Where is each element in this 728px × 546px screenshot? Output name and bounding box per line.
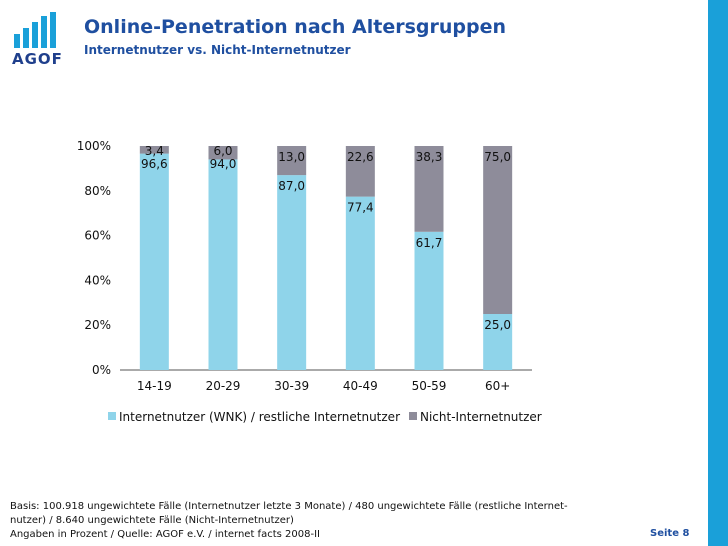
data-label-non-users: 38,3 — [416, 150, 443, 164]
bar-segment — [277, 146, 307, 176]
page-number: Seite 8 — [650, 528, 690, 539]
data-label-non-users: 75,0 — [484, 150, 511, 164]
data-label-non-users: 22,6 — [347, 150, 374, 164]
bar-segment — [139, 153, 169, 370]
y-tick-label: 100% — [77, 139, 111, 153]
right-sidebar-strip — [708, 0, 728, 546]
data-label-non-users: 6,0 — [213, 144, 232, 158]
footer-line-1: Basis: 100.918 ungewichtete Fälle (Inter… — [10, 501, 568, 512]
data-label-internet-users: 25,0 — [484, 318, 511, 332]
data-label-internet-users: 87,0 — [278, 179, 305, 193]
x-tick-label: 60+ — [485, 379, 510, 393]
data-label-internet-users: 94,0 — [210, 157, 237, 171]
data-label-non-users: 13,0 — [278, 150, 305, 164]
bar-segment — [208, 159, 238, 370]
data-label-internet-users: 77,4 — [347, 201, 374, 215]
x-tick-label: 20-29 — [206, 379, 241, 393]
footer-line-2: nutzer) / 8.640 ungewichtete Fälle (Nich… — [10, 515, 294, 526]
y-tick-label: 0% — [92, 363, 111, 377]
stacked-bar-chart: 0% 20% 40% 60% 80% 100% 3,496,6 14-19 6,094,0 20-… — [77, 139, 542, 424]
x-tick-label: 50-59 — [412, 379, 447, 393]
page-title: Online-Penetration nach Altersgruppen — [84, 16, 507, 38]
bar-segment — [345, 196, 375, 370]
bar-segment — [414, 231, 444, 370]
y-tick-label: 40% — [84, 273, 111, 287]
legend-label: Nicht-Internetnutzer — [420, 410, 542, 424]
y-tick-label: 20% — [84, 318, 111, 332]
legend-swatch — [409, 412, 417, 420]
bar-segment — [483, 314, 513, 370]
data-label-internet-users: 61,7 — [416, 236, 443, 250]
bar-segment — [414, 146, 444, 232]
agof-logo: AGOF — [12, 12, 64, 68]
logo-bars-icon — [14, 12, 56, 48]
logo-text: AGOF — [12, 50, 63, 68]
y-tick-label: 80% — [84, 184, 111, 198]
bar-segment — [208, 146, 238, 160]
legend-label: Internetnutzer (WNK) / restliche Interne… — [119, 410, 400, 424]
footer-line-3: Angaben in Prozent / Quelle: AGOF e.V. /… — [10, 529, 320, 540]
legend-swatch — [108, 412, 116, 420]
data-label-non-users: 3,4 — [145, 144, 164, 158]
x-tick-label: 40-49 — [343, 379, 378, 393]
bar-segment — [139, 146, 169, 154]
data-label-internet-users: 96,6 — [141, 157, 168, 171]
y-tick-label: 60% — [84, 229, 111, 243]
footer-notes: Basis: 100.918 ungewichtete Fälle (Inter… — [10, 500, 610, 542]
page-subtitle: Internetnutzer vs. Nicht-Internetnutzer — [84, 43, 351, 57]
bar-segment — [277, 175, 307, 370]
x-tick-label: 14-19 — [137, 379, 172, 393]
bar-segment — [483, 146, 513, 314]
x-tick-label: 30-39 — [274, 379, 309, 393]
bar-segment — [345, 146, 375, 197]
